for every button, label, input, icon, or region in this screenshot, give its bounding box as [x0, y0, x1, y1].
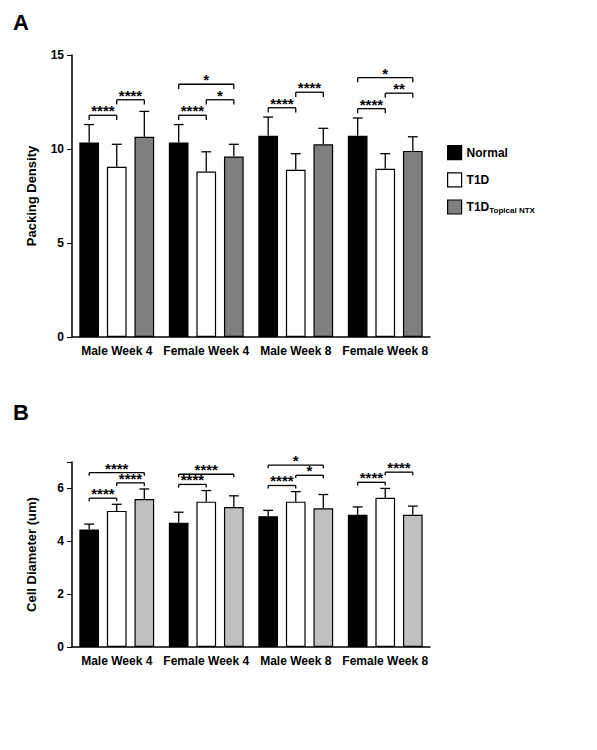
svg-text:Female Week 4: Female Week 4 [163, 344, 249, 358]
svg-text:10: 10 [51, 142, 65, 156]
svg-text:****: **** [91, 485, 115, 502]
svg-text:0: 0 [57, 330, 64, 344]
svg-text:B: B [13, 400, 29, 425]
svg-text:****: **** [270, 95, 294, 112]
svg-text:*: * [293, 452, 299, 469]
svg-text:*: * [382, 65, 388, 82]
svg-text:**: ** [393, 80, 405, 97]
svg-text:****: **** [360, 96, 384, 113]
svg-text:*: * [217, 87, 223, 104]
svg-text:****: **** [360, 469, 384, 486]
svg-text:4: 4 [57, 534, 64, 548]
svg-text:****: **** [119, 87, 143, 104]
svg-text:Normal: Normal [467, 146, 508, 160]
svg-text:6: 6 [57, 481, 64, 495]
svg-text:Female Week 4: Female Week 4 [163, 654, 249, 668]
svg-text:15: 15 [51, 48, 65, 62]
svg-text:****: **** [270, 472, 294, 489]
svg-text:Topical NTX: Topical NTX [489, 206, 535, 215]
svg-text:*: * [203, 71, 209, 88]
svg-text:Cell Diameter (um): Cell Diameter (um) [24, 497, 39, 612]
svg-text:A: A [13, 10, 29, 35]
svg-text:****: **** [387, 459, 411, 476]
svg-text:Male Week 4: Male Week 4 [81, 344, 152, 358]
svg-text:Male Week 8: Male Week 8 [260, 344, 331, 358]
svg-text:Male Week 8: Male Week 8 [260, 654, 331, 668]
svg-text:0: 0 [57, 640, 64, 654]
svg-text:T1D: T1D [467, 200, 490, 214]
svg-text:2: 2 [57, 587, 64, 601]
svg-text:****: **** [105, 460, 129, 477]
svg-text:****: **** [91, 102, 115, 119]
svg-text:Female Week 8: Female Week 8 [342, 344, 428, 358]
svg-text:5: 5 [57, 236, 64, 250]
svg-text:****: **** [181, 102, 205, 119]
svg-text:Male Week 4: Male Week 4 [81, 654, 152, 668]
svg-text:Packing Density: Packing Density [24, 145, 39, 246]
svg-text:Female Week 8: Female Week 8 [342, 654, 428, 668]
svg-text:T1D: T1D [467, 173, 490, 187]
svg-text:****: **** [195, 461, 219, 478]
svg-text:****: **** [298, 79, 322, 96]
